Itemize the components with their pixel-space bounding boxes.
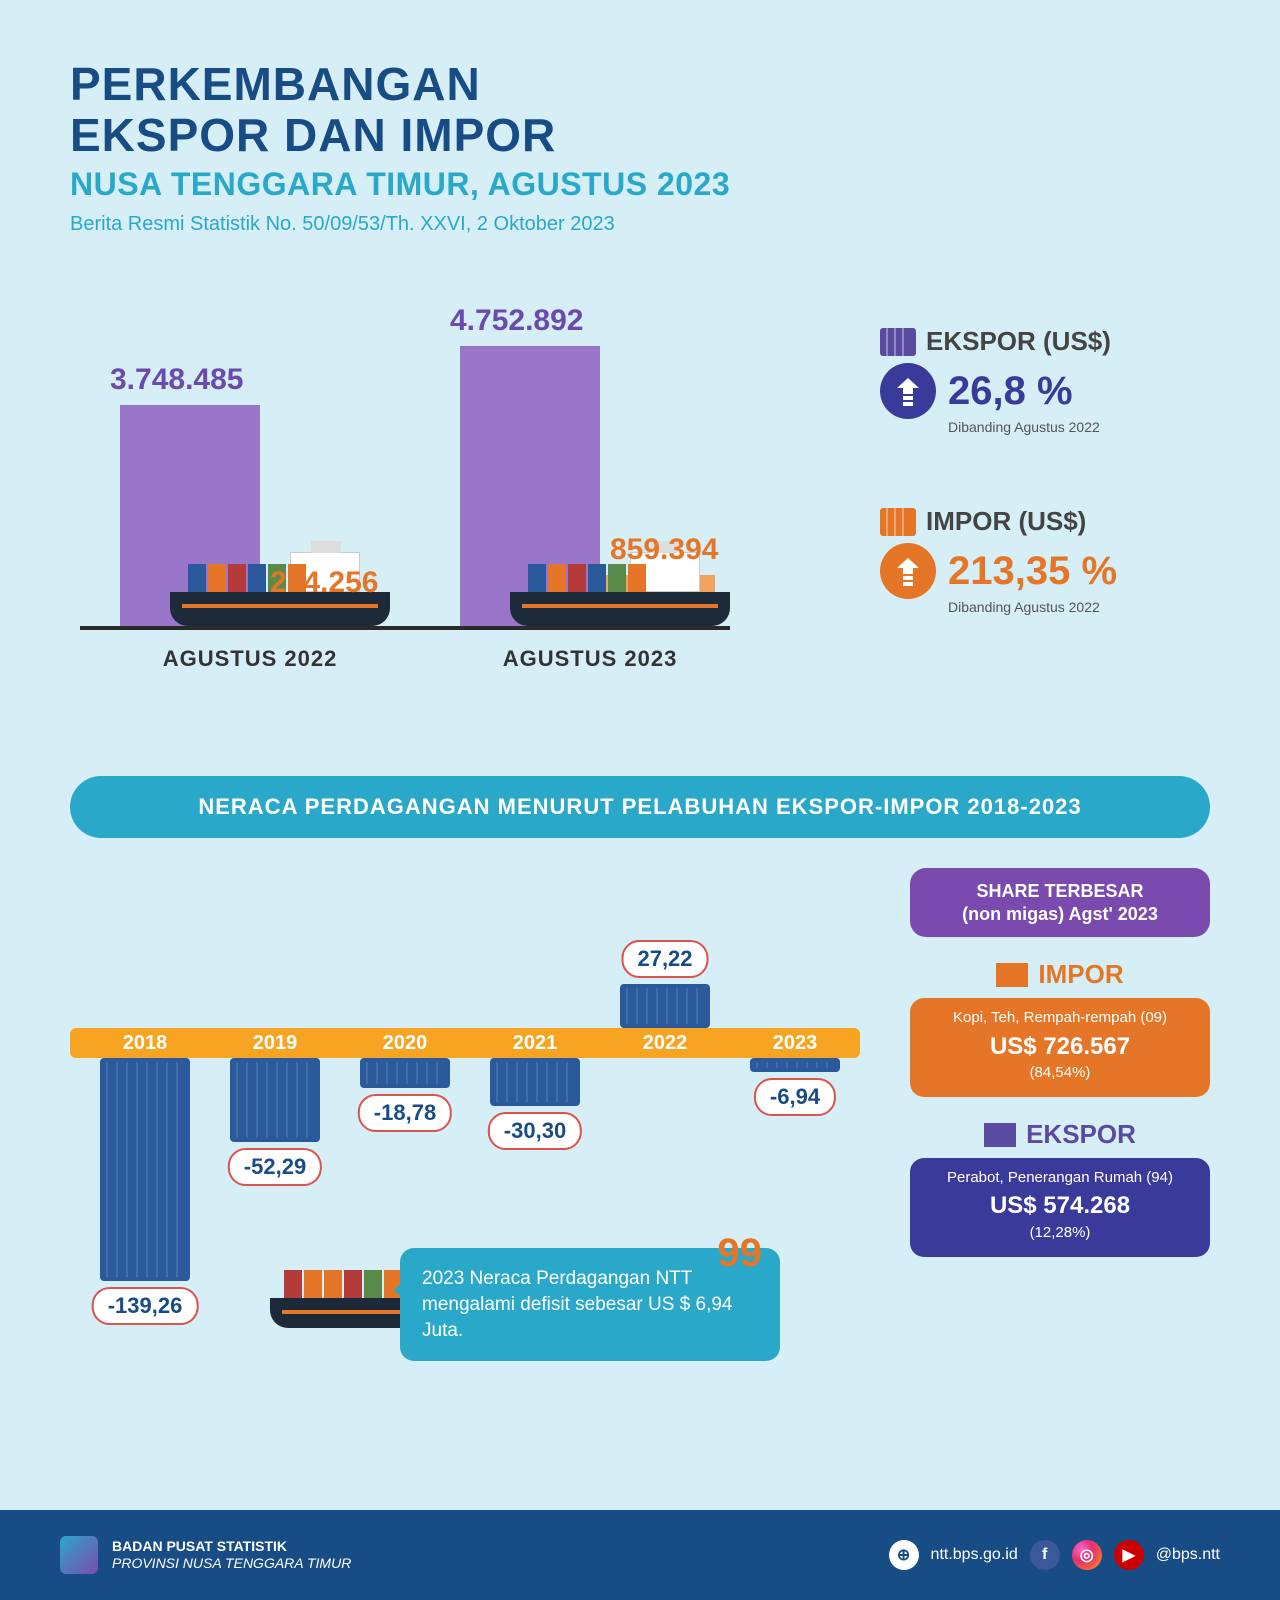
container-icon [984, 1123, 1016, 1147]
share-head: SHARE TERBESAR (non migas) Agst' 2023 [910, 868, 1210, 937]
stat-impor-pct: 213,35 % [948, 549, 1117, 594]
neraca-bar-box [100, 1058, 190, 1281]
share-impor-title-text: IMPOR [1038, 959, 1123, 990]
share-head-l1: SHARE TERBESAR [976, 881, 1143, 901]
neraca-bar-box [490, 1058, 580, 1106]
footer-org-2: PROVINSI NUSA TENGGARA TIMUR [112, 1555, 351, 1571]
share-impor-title: IMPOR [910, 959, 1210, 990]
share-impor-card: Kopi, Teh, Rempah-rempah (09) US$ 726.56… [910, 998, 1210, 1097]
footer: BADAN PUSAT STATISTIK PROVINSI NUSA TENG… [0, 1510, 1280, 1600]
neraca-year: 2021 [475, 1032, 595, 1055]
footer-org-1: BADAN PUSAT STATISTIK [112, 1538, 287, 1554]
container-icon [996, 963, 1028, 987]
share-panel: SHARE TERBESAR (non migas) Agst' 2023 IM… [910, 868, 1210, 1257]
stat-impor: IMPOR (US$) 213,35 % Dibanding Agustus 2… [880, 506, 1210, 615]
instagram-icon[interactable]: ◎ [1072, 1540, 1102, 1570]
neraca-bar: -18,78 [360, 1058, 450, 1088]
neraca-bar: -6,94 [750, 1058, 840, 1072]
header: PERKEMBANGAN EKSPOR DAN IMPOR NUSA TENGG… [0, 0, 1280, 256]
container-icon [880, 508, 916, 536]
share-head-l2: (non migas) Agst' 2023 [962, 904, 1158, 924]
neraca-value-tag: -139,26 [92, 1287, 199, 1325]
neraca-bar-box [230, 1058, 320, 1142]
bar-group-label: AGUSTUS 2023 [460, 646, 720, 672]
quote-box: 99 2023 Neraca Perdagangan NTT mengalami… [400, 1248, 780, 1361]
stat-ekspor-title: EKSPOR (US$) [926, 326, 1111, 357]
neraca-bar: -139,26 [100, 1058, 190, 1281]
neraca-bar: 27,22 [620, 984, 710, 1028]
stat-ekspor-sub: Dibanding Agustus 2022 [948, 419, 1210, 435]
facebook-icon[interactable]: f [1030, 1540, 1060, 1570]
share-ekspor-pct: (12,28%) [1030, 1224, 1091, 1241]
share-ekspor-card: Perabot, Penerangan Rumah (94) US$ 574.2… [910, 1158, 1210, 1257]
footer-right: ⊕ ntt.bps.go.id f ◎ ▶ @bps.ntt [889, 1540, 1220, 1570]
share-impor-pct: (84,54%) [1030, 1064, 1091, 1081]
title-line-2: EKSPOR DAN IMPOR [70, 108, 1210, 162]
stat-impor-sub: Dibanding Agustus 2022 [948, 599, 1210, 615]
share-ekspor-title-text: EKSPOR [1026, 1119, 1136, 1150]
quote-text: 2023 Neraca Perdagangan NTT mengalami de… [422, 1268, 733, 1340]
neraca-bar: -52,29 [230, 1058, 320, 1142]
share-impor-value: US$ 726.567 [922, 1031, 1198, 1063]
bps-logo-icon [60, 1536, 98, 1574]
bar-chart-axis [80, 626, 730, 630]
bar-ekspor-label: 4.752.892 [450, 304, 583, 338]
arrow-up-icon [880, 363, 936, 419]
subtitle: NUSA TENGGARA TIMUR, AGUSTUS 2023 [70, 166, 1210, 203]
neraca-bar-box [750, 1058, 840, 1072]
neraca-bar-box [360, 1058, 450, 1088]
neraca-value-tag: -30,30 [488, 1112, 582, 1150]
bar-group-label: AGUSTUS 2022 [120, 646, 380, 672]
stat-ekspor-head: EKSPOR (US$) [880, 326, 1210, 357]
globe-icon[interactable]: ⊕ [889, 1540, 919, 1570]
container-icon [880, 328, 916, 356]
stat-impor-head: IMPOR (US$) [880, 506, 1210, 537]
share-ekspor-desc: Perabot, Penerangan Rumah (94) [947, 1169, 1173, 1186]
neraca-value-tag: 27,22 [621, 940, 708, 978]
neraca-value-tag: -52,29 [228, 1148, 322, 1186]
bar-impor-label: 859.394 [610, 533, 718, 567]
publication-note: Berita Resmi Statistik No. 50/09/53/Th. … [70, 213, 1210, 236]
youtube-icon[interactable]: ▶ [1114, 1540, 1144, 1570]
section-banner: NERACA PERDAGANGAN MENURUT PELABUHAN EKS… [70, 776, 1210, 838]
comparison-section: 3.748.485 274.256 AGUSTUS 2022 4.752.892 859… [70, 296, 1210, 756]
neraca-bar-box [620, 984, 710, 1028]
share-impor: IMPOR Kopi, Teh, Rempah-rempah (09) US$ … [910, 959, 1210, 1097]
stat-impor-title: IMPOR (US$) [926, 506, 1086, 537]
footer-org: BADAN PUSAT STATISTIK PROVINSI NUSA TENG… [112, 1538, 351, 1573]
quote-icon: 99 [718, 1226, 763, 1280]
share-ekspor-title: EKSPOR [910, 1119, 1210, 1150]
neraca-section: 2018 -139,26 2019 -52,29 2020 -18,78 2021 -30,3… [70, 868, 1210, 1398]
neraca-year: 2018 [85, 1032, 205, 1055]
share-impor-desc: Kopi, Teh, Rempah-rempah (09) [953, 1009, 1167, 1026]
footer-handle[interactable]: @bps.ntt [1156, 1546, 1220, 1564]
title-line-1: PERKEMBANGAN [70, 60, 1210, 108]
arrow-up-icon [880, 543, 936, 599]
stat-ekspor-pct: 26,8 % [948, 369, 1073, 414]
share-ekspor-value: US$ 574.268 [922, 1190, 1198, 1222]
stat-ekspor: EKSPOR (US$) 26,8 % Dibanding Agustus 20… [880, 326, 1210, 435]
neraca-year: 2023 [735, 1032, 855, 1055]
share-ekspor: EKSPOR Perabot, Penerangan Rumah (94) US… [910, 1119, 1210, 1257]
neraca-value-tag: -18,78 [358, 1094, 452, 1132]
neraca-bar: -30,30 [490, 1058, 580, 1106]
footer-site[interactable]: ntt.bps.go.id [931, 1546, 1018, 1564]
bar-ekspor-label: 3.748.485 [110, 363, 243, 397]
neraca-year: 2022 [605, 1032, 725, 1055]
bar-chart: 3.748.485 274.256 AGUSTUS 2022 4.752.892 859… [80, 296, 850, 726]
footer-left: BADAN PUSAT STATISTIK PROVINSI NUSA TENG… [60, 1536, 351, 1574]
bar-impor-label: 274.256 [270, 566, 378, 600]
neraca-value-tag: -6,94 [754, 1078, 836, 1116]
neraca-year: 2019 [215, 1032, 335, 1055]
neraca-year: 2020 [345, 1032, 465, 1055]
